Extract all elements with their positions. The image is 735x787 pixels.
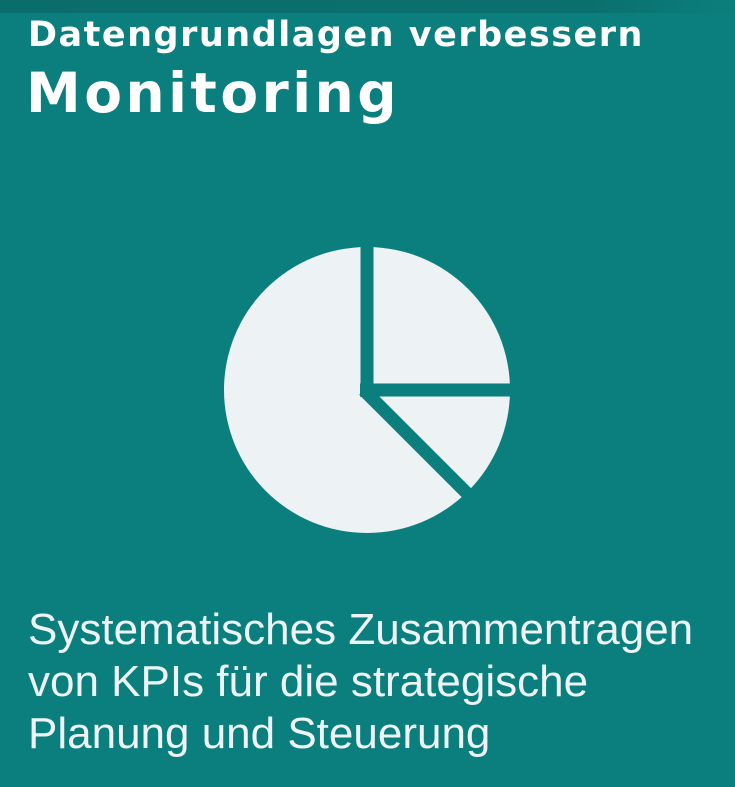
card-description: Systematisches Zusammentragen von KPIs f… [28,605,694,758]
pie-chart-icon [224,242,520,533]
page-title: Monitoring [26,61,401,125]
top-shadow-strip [0,0,735,13]
card-eyebrow: Datengrundlagen verbessern [28,15,644,55]
pie-gap-diagonal [359,385,479,505]
